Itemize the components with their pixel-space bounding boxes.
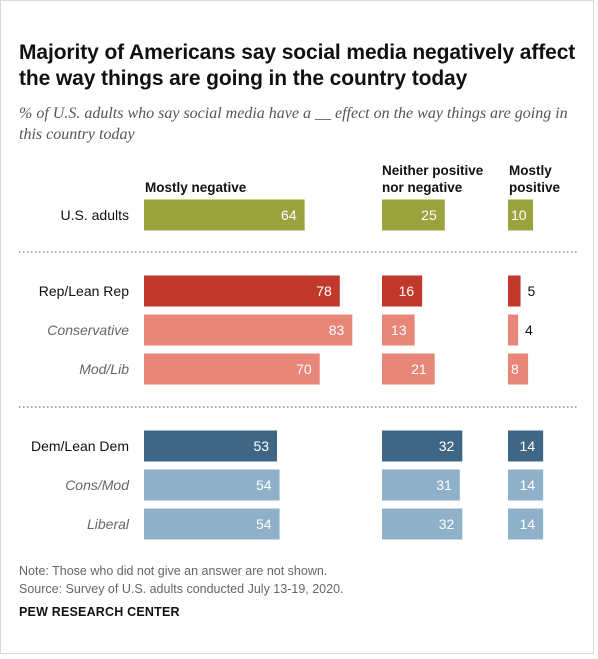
chart-title: Majority of Americans say social media n… [19, 41, 576, 90]
column-header-neither: Neither positive nor negative [382, 162, 483, 196]
bar [382, 508, 463, 540]
bar [382, 199, 445, 231]
column-header-line: Neither positive [382, 163, 484, 178]
row-label: Dem/Lean Dem [31, 438, 129, 454]
bar [508, 353, 529, 385]
column-header-mostly-negative: Mostly negative [145, 179, 246, 196]
data-label: 78 [316, 283, 332, 299]
bar [144, 353, 320, 385]
data-label: 4 [525, 322, 533, 338]
data-label: 31 [436, 477, 452, 493]
data-label: 13 [391, 322, 407, 338]
bar [382, 314, 415, 346]
bar [144, 469, 280, 501]
data-label: 53 [253, 438, 269, 454]
bar [144, 199, 305, 231]
row-label: Mod/Lib [79, 361, 129, 377]
column-header-line: positive [509, 180, 561, 195]
row-label: Liberal [87, 516, 130, 532]
chart-source: Source: Survey of U.S. adults conducted … [19, 582, 344, 596]
bar [382, 430, 463, 462]
data-label: 10 [511, 207, 527, 223]
data-label: 14 [520, 438, 536, 454]
organization-name: PEW RESEARCH CENTER [19, 605, 180, 619]
data-label: 21 [411, 361, 427, 377]
column-header-line: nor negative [382, 180, 463, 195]
bar [508, 508, 544, 540]
data-label: 14 [520, 516, 536, 532]
row-label: U.S. adults [61, 207, 129, 223]
data-label: 32 [439, 438, 455, 454]
chart-note: Note: Those who did not give an answer a… [19, 564, 328, 578]
chart-subtitle: % of U.S. adults who say social media ha… [19, 105, 568, 143]
data-label: 16 [399, 283, 415, 299]
row-label: Rep/Lean Rep [39, 283, 130, 299]
data-label: 54 [256, 477, 272, 493]
bar [382, 353, 435, 385]
row-label: Cons/Mod [65, 477, 130, 493]
bar [508, 469, 544, 501]
data-label: 70 [296, 361, 312, 377]
data-label: 14 [520, 477, 536, 493]
bar [508, 199, 534, 231]
row-label: Conservative [47, 322, 129, 338]
bar [508, 430, 544, 462]
column-header-mostly-positive: Mostly positive [509, 162, 560, 196]
data-label: 25 [421, 207, 437, 223]
data-label: 54 [256, 516, 272, 532]
column-header-line: Mostly negative [145, 180, 247, 195]
data-label: 8 [511, 361, 519, 377]
bar [508, 314, 519, 346]
bar [144, 314, 353, 346]
data-label: 5 [528, 283, 536, 299]
bar [382, 275, 423, 307]
data-label: 64 [281, 207, 297, 223]
bar [144, 508, 280, 540]
bar [144, 275, 340, 307]
bar [508, 275, 521, 307]
bar [144, 430, 278, 462]
bar [382, 469, 460, 501]
data-label: 32 [439, 516, 455, 532]
column-header-line: Mostly [509, 163, 552, 178]
data-label: 83 [329, 322, 345, 338]
